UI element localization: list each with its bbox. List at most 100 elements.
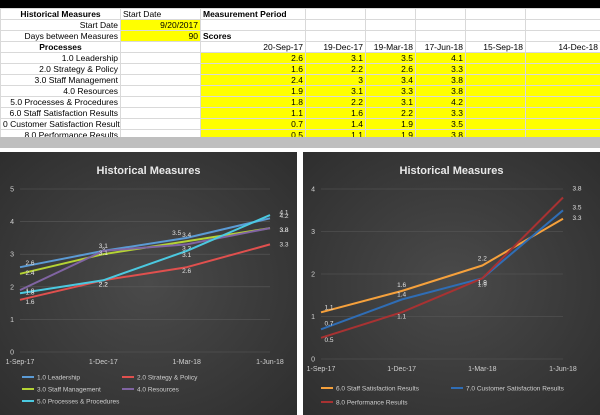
score-cell[interactable]: 1.8 (200, 96, 306, 108)
empty-cell[interactable] (365, 8, 416, 20)
score-cell[interactable] (465, 118, 526, 130)
process-name[interactable]: 1.0 Leadership (0, 52, 121, 64)
date-header[interactable]: 20-Sep-17 (200, 41, 306, 53)
empty-cell[interactable] (120, 85, 201, 97)
header-label[interactable]: Historical Measures (0, 8, 121, 20)
empty-cell[interactable] (525, 8, 600, 20)
score-cell[interactable] (465, 85, 526, 97)
score-cell[interactable]: 3.1 (305, 85, 366, 97)
date-header[interactable]: 19-Mar-18 (365, 41, 416, 53)
score-cell[interactable] (525, 52, 600, 64)
date-header[interactable]: 15-Sep-18 (465, 41, 526, 53)
score-cell[interactable]: 4.1 (415, 52, 466, 64)
score-cell[interactable]: 3.8 (415, 74, 466, 86)
score-cell[interactable]: 1.1 (200, 107, 306, 119)
score-cell[interactable] (465, 107, 526, 119)
score-cell[interactable]: 2.4 (200, 74, 306, 86)
score-cell[interactable] (525, 85, 600, 97)
empty-cell[interactable] (120, 107, 201, 119)
start-date-header[interactable]: Start Date (120, 8, 201, 20)
score-cell[interactable]: 3.3 (415, 107, 466, 119)
process-name[interactable]: 4.0 Resources (0, 85, 121, 97)
score-cell[interactable]: 1.9 (200, 85, 306, 97)
score-cell[interactable]: 2.6 (200, 52, 306, 64)
score-cell[interactable] (465, 52, 526, 64)
series-line (320, 196, 564, 339)
empty-cell[interactable] (525, 19, 600, 31)
measurement-period-label[interactable]: Measurement Period (200, 8, 306, 20)
process-name[interactable]: 3.0 Staff Management (0, 74, 121, 86)
score-cell[interactable]: 2.2 (365, 107, 416, 119)
date-header[interactable]: 17-Jun-18 (415, 41, 466, 53)
score-cell[interactable]: 2.6 (365, 63, 416, 75)
data-label: 3.1 (99, 250, 108, 257)
empty-cell[interactable] (465, 8, 526, 20)
data-label: 4.2 (279, 213, 288, 220)
score-cell[interactable]: 3.4 (365, 74, 416, 86)
empty-cell[interactable] (465, 30, 526, 42)
score-cell[interactable]: 1.4 (305, 118, 366, 130)
empty-cell[interactable] (200, 19, 306, 31)
score-cell[interactable]: 3.1 (365, 96, 416, 108)
score-cell[interactable]: 3.3 (365, 85, 416, 97)
processes-label[interactable]: Processes (0, 41, 121, 53)
empty-cell[interactable] (120, 118, 201, 130)
empty-cell[interactable] (415, 30, 466, 42)
score-cell[interactable]: 3.5 (365, 52, 416, 64)
score-cell[interactable]: 3 (305, 74, 366, 86)
empty-cell[interactable] (365, 19, 416, 31)
date-header[interactable]: 19-Dec-17 (305, 41, 366, 53)
score-cell[interactable] (525, 63, 600, 75)
empty-cell[interactable] (120, 52, 201, 64)
empty-cell[interactable] (525, 30, 600, 42)
days-between-label[interactable]: Days between Measures (0, 30, 121, 42)
process-name[interactable]: 0 Customer Satisfaction Results (0, 118, 121, 130)
empty-cell[interactable] (120, 41, 201, 53)
process-name[interactable]: 5.0 Processes & Procedures (0, 96, 121, 108)
score-cell[interactable]: 4.2 (415, 96, 466, 108)
score-cell[interactable]: 3.8 (415, 85, 466, 97)
score-cell[interactable]: 1.6 (200, 63, 306, 75)
start-date-row-label[interactable]: Start Date (0, 19, 121, 31)
score-cell[interactable]: 1.6 (305, 107, 366, 119)
score-cell[interactable]: 1.9 (365, 118, 416, 130)
score-cell[interactable]: 2.2 (305, 96, 366, 108)
process-name[interactable]: 2.0 Strategy & Policy (0, 63, 121, 75)
empty-cell[interactable] (365, 30, 416, 42)
score-cell[interactable] (525, 96, 600, 108)
score-cell[interactable] (525, 74, 600, 86)
table-row: Historical Measures Start Date Measureme… (0, 8, 600, 20)
score-cell[interactable]: 2.2 (305, 63, 366, 75)
empty-cell[interactable] (120, 63, 201, 75)
process-name[interactable]: 6.0 Staff Satisfaction Results (0, 107, 121, 119)
empty-cell[interactable] (415, 19, 466, 31)
y-tick-label: 2 (10, 284, 14, 291)
empty-cell[interactable] (305, 30, 366, 42)
empty-cell[interactable] (120, 74, 201, 86)
date-header[interactable]: 14-Dec-18 (525, 41, 600, 53)
score-cell[interactable]: 3.1 (305, 52, 366, 64)
empty-cell[interactable] (120, 96, 201, 108)
score-cell[interactable] (465, 74, 526, 86)
legend-entry: 5.0 Processes & Procedures (37, 398, 120, 405)
score-cell[interactable] (465, 96, 526, 108)
empty-cell[interactable] (465, 19, 526, 31)
days-between-value[interactable]: 90 (120, 30, 201, 42)
score-cell[interactable]: 3.5 (415, 118, 466, 130)
score-cell[interactable] (525, 107, 600, 119)
chart-historical-measures-1[interactable]: Historical Measures 0 1 2 3 4 5 1-Sep-17 1-Dec-1… (0, 152, 297, 415)
score-cell[interactable] (525, 118, 600, 130)
spreadsheet: Historical Measures Start Date Measureme… (0, 0, 600, 148)
start-date-value[interactable]: 9/20/2017 (120, 19, 201, 31)
score-cell[interactable]: 3.3 (415, 63, 466, 75)
table-row: 6.0 Staff Satisfaction Results 1.1 1.6 2.2 3… (0, 107, 600, 119)
chart-historical-measures-2[interactable]: Historical Measures 0 1 2 3 4 1-Sep-17 1-Dec-17… (303, 152, 600, 415)
score-cell[interactable] (465, 63, 526, 75)
score-cell[interactable]: 0.7 (200, 118, 306, 130)
empty-cell[interactable] (305, 19, 366, 31)
chart-title: Historical Measures (97, 165, 201, 177)
empty-cell[interactable] (415, 8, 466, 20)
scores-label[interactable]: Scores (200, 30, 306, 42)
data-label: 2.2 (99, 281, 108, 288)
empty-cell[interactable] (305, 8, 366, 20)
